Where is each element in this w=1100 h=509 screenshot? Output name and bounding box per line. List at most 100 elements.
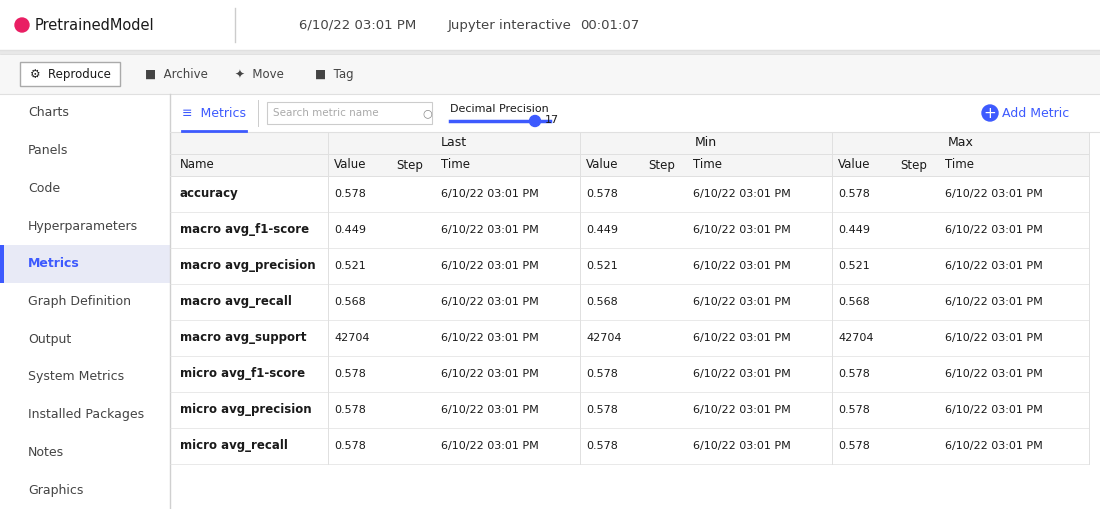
Text: macro avg_precision: macro avg_precision bbox=[180, 260, 316, 272]
Text: System Metrics: System Metrics bbox=[28, 371, 124, 383]
Bar bbox=[170, 132, 1089, 154]
Text: 0.568: 0.568 bbox=[334, 297, 365, 307]
Text: 42704: 42704 bbox=[334, 333, 370, 343]
Text: 0.578: 0.578 bbox=[838, 405, 870, 415]
Text: ■  Tag: ■ Tag bbox=[315, 68, 353, 80]
Text: Installed Packages: Installed Packages bbox=[28, 408, 144, 421]
Text: macro avg_support: macro avg_support bbox=[180, 331, 307, 345]
Bar bbox=[0, 0, 1100, 50]
Text: Step: Step bbox=[396, 158, 422, 172]
Bar bbox=[0, 54, 1100, 94]
Bar bbox=[170, 320, 1089, 356]
Text: ■  Archive: ■ Archive bbox=[145, 68, 208, 80]
Text: 0.578: 0.578 bbox=[334, 405, 366, 415]
Bar bbox=[0, 50, 1100, 54]
Text: 0.578: 0.578 bbox=[586, 189, 618, 199]
Text: 0.568: 0.568 bbox=[838, 297, 870, 307]
Bar bbox=[170, 428, 1089, 464]
Text: Name: Name bbox=[180, 158, 214, 172]
Text: 6/10/22 03:01 PM: 6/10/22 03:01 PM bbox=[693, 297, 791, 307]
Text: Step: Step bbox=[900, 158, 927, 172]
Text: 42704: 42704 bbox=[586, 333, 622, 343]
Bar bbox=[170, 392, 1089, 428]
Text: Value: Value bbox=[838, 158, 870, 172]
Bar bbox=[0, 245, 4, 282]
Bar bbox=[170, 284, 1089, 320]
Text: 6/10/22 03:01 PM: 6/10/22 03:01 PM bbox=[945, 405, 1043, 415]
Text: 6/10/22 03:01 PM: 6/10/22 03:01 PM bbox=[693, 333, 791, 343]
Text: Notes: Notes bbox=[28, 446, 64, 459]
Text: Panels: Panels bbox=[28, 144, 68, 157]
Text: Max: Max bbox=[947, 136, 974, 150]
Text: 6/10/22 03:01 PM: 6/10/22 03:01 PM bbox=[945, 189, 1043, 199]
Text: 42704: 42704 bbox=[838, 333, 873, 343]
Text: 6/10/22 03:01 PM: 6/10/22 03:01 PM bbox=[441, 189, 539, 199]
Text: 6/10/22 03:01 PM: 6/10/22 03:01 PM bbox=[441, 225, 539, 235]
Text: Last: Last bbox=[441, 136, 468, 150]
Text: 6/10/22 03:01 PM: 6/10/22 03:01 PM bbox=[945, 441, 1043, 451]
Text: Output: Output bbox=[28, 333, 72, 346]
Text: 6/10/22 03:01 PM: 6/10/22 03:01 PM bbox=[299, 18, 417, 32]
Circle shape bbox=[529, 116, 540, 127]
Text: 6/10/22 03:01 PM: 6/10/22 03:01 PM bbox=[441, 405, 539, 415]
Text: accuracy: accuracy bbox=[180, 187, 239, 201]
Text: Value: Value bbox=[586, 158, 618, 172]
Text: Time: Time bbox=[945, 158, 974, 172]
Text: 0.578: 0.578 bbox=[586, 369, 618, 379]
Text: 0.578: 0.578 bbox=[838, 369, 870, 379]
Text: Code: Code bbox=[28, 182, 60, 195]
Text: Value: Value bbox=[334, 158, 366, 172]
Text: Graphics: Graphics bbox=[28, 484, 84, 497]
Text: 0.578: 0.578 bbox=[334, 441, 366, 451]
Text: Decimal Precision: Decimal Precision bbox=[450, 104, 549, 114]
Text: 6/10/22 03:01 PM: 6/10/22 03:01 PM bbox=[693, 225, 791, 235]
Bar bbox=[0, 245, 170, 282]
Bar bbox=[170, 176, 1089, 212]
Text: ≡  Metrics: ≡ Metrics bbox=[182, 106, 246, 120]
Bar bbox=[170, 248, 1089, 284]
Bar bbox=[0, 94, 170, 509]
Text: macro avg_recall: macro avg_recall bbox=[180, 296, 292, 308]
Text: Search metric name: Search metric name bbox=[273, 108, 378, 118]
Bar bbox=[20, 62, 120, 86]
Text: Metrics: Metrics bbox=[28, 257, 79, 270]
Text: Jupyter interactive: Jupyter interactive bbox=[448, 18, 572, 32]
Text: 0.521: 0.521 bbox=[586, 261, 618, 271]
Text: 6/10/22 03:01 PM: 6/10/22 03:01 PM bbox=[693, 405, 791, 415]
Text: 6/10/22 03:01 PM: 6/10/22 03:01 PM bbox=[945, 369, 1043, 379]
Text: 6/10/22 03:01 PM: 6/10/22 03:01 PM bbox=[441, 369, 539, 379]
Text: 0.449: 0.449 bbox=[334, 225, 366, 235]
Bar bbox=[170, 212, 1089, 248]
Bar bbox=[170, 154, 1089, 176]
Text: Add Metric: Add Metric bbox=[1002, 106, 1069, 120]
Circle shape bbox=[15, 18, 29, 32]
Text: PretrainedModel: PretrainedModel bbox=[35, 17, 155, 33]
Text: 6/10/22 03:01 PM: 6/10/22 03:01 PM bbox=[693, 261, 791, 271]
Text: 6/10/22 03:01 PM: 6/10/22 03:01 PM bbox=[693, 369, 791, 379]
Text: micro avg_recall: micro avg_recall bbox=[180, 439, 288, 453]
Text: 6/10/22 03:01 PM: 6/10/22 03:01 PM bbox=[945, 297, 1043, 307]
Text: 0.578: 0.578 bbox=[334, 369, 366, 379]
Text: Min: Min bbox=[695, 136, 717, 150]
Text: Hyperparameters: Hyperparameters bbox=[28, 219, 139, 233]
Text: 6/10/22 03:01 PM: 6/10/22 03:01 PM bbox=[945, 261, 1043, 271]
Text: micro avg_f1-score: micro avg_f1-score bbox=[180, 367, 305, 381]
Text: ✦  Move: ✦ Move bbox=[235, 68, 284, 80]
Text: 0.578: 0.578 bbox=[586, 405, 618, 415]
Bar bbox=[170, 94, 1100, 132]
Text: 00:01:07: 00:01:07 bbox=[581, 18, 639, 32]
Text: 17: 17 bbox=[544, 115, 559, 125]
Text: 0.578: 0.578 bbox=[838, 189, 870, 199]
Text: Time: Time bbox=[441, 158, 470, 172]
Text: 6/10/22 03:01 PM: 6/10/22 03:01 PM bbox=[693, 189, 791, 199]
Text: ○: ○ bbox=[422, 108, 431, 118]
Text: macro avg_f1-score: macro avg_f1-score bbox=[180, 223, 309, 237]
Text: micro avg_precision: micro avg_precision bbox=[180, 404, 311, 416]
Text: Step: Step bbox=[648, 158, 675, 172]
Text: 6/10/22 03:01 PM: 6/10/22 03:01 PM bbox=[693, 441, 791, 451]
Text: 6/10/22 03:01 PM: 6/10/22 03:01 PM bbox=[441, 441, 539, 451]
Text: 0.578: 0.578 bbox=[334, 189, 366, 199]
Text: Graph Definition: Graph Definition bbox=[28, 295, 131, 308]
Text: Time: Time bbox=[693, 158, 722, 172]
Text: 6/10/22 03:01 PM: 6/10/22 03:01 PM bbox=[945, 333, 1043, 343]
